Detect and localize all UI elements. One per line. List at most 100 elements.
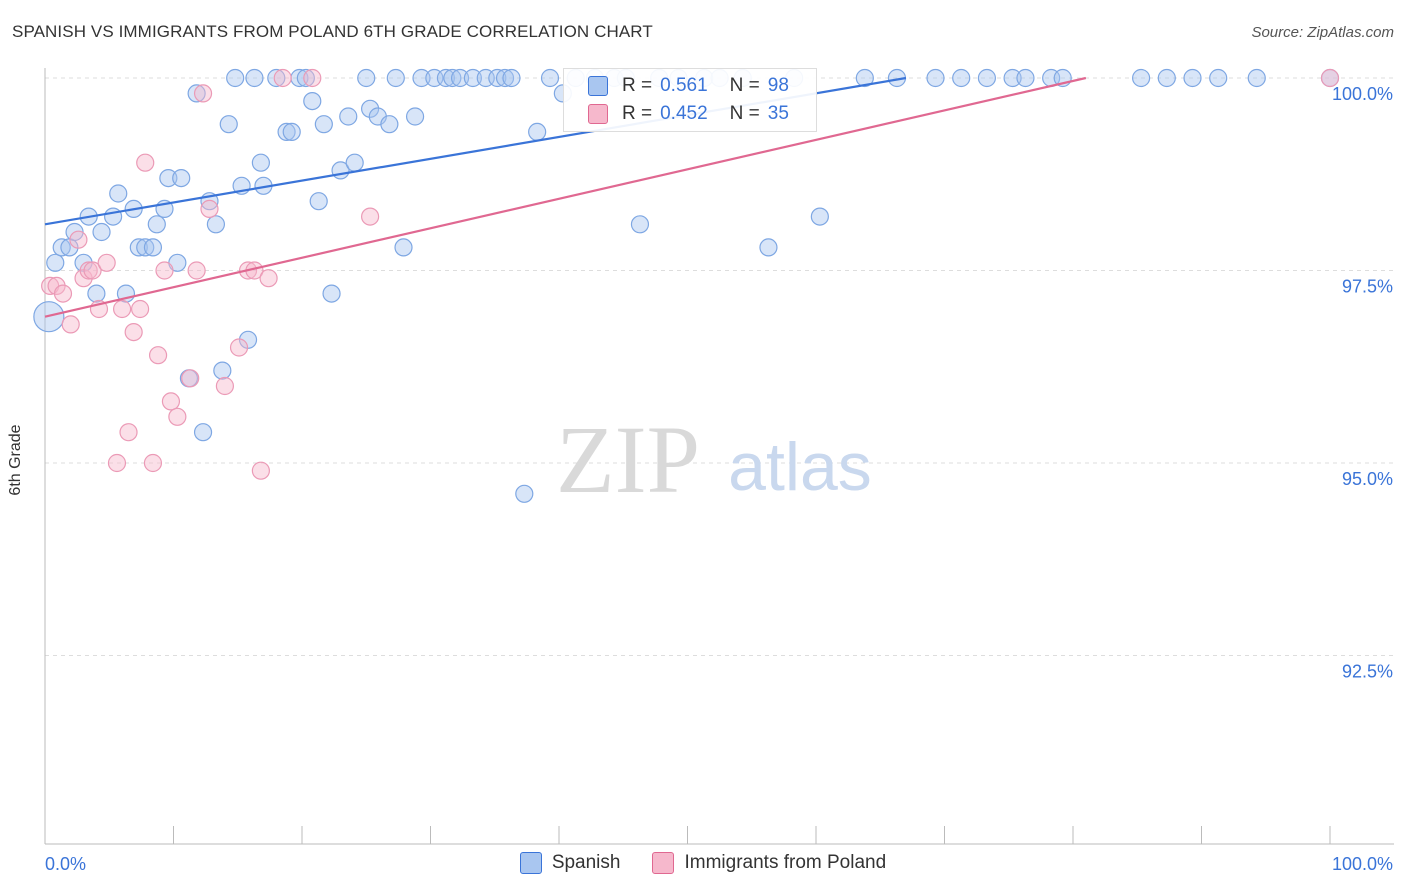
point-poland [215, 376, 234, 396]
point-spanish [159, 169, 178, 188]
r-label: R = [622, 75, 653, 96]
stats-row-poland: R = 0.452 N = 35 [588, 103, 789, 125]
legend-label-spanish: Spanish [551, 852, 621, 873]
y-tick-label: 95.0% [1342, 469, 1393, 489]
point-poland [273, 68, 292, 88]
point-poland [130, 299, 150, 319]
point-spanish [309, 192, 328, 211]
point-spanish [502, 68, 521, 88]
swatch-poland [588, 104, 608, 124]
point-poland [112, 299, 132, 319]
point-spanish [219, 115, 238, 134]
point-poland [161, 392, 181, 411]
point-spanish [810, 207, 829, 226]
point-spanish [1003, 68, 1022, 88]
point-poland [193, 84, 213, 103]
point-spanish [277, 122, 296, 141]
point-poland [143, 453, 163, 473]
r-value: 0.452 [660, 103, 708, 124]
x-tick-label-min: 0.0% [45, 854, 86, 874]
point-poland [361, 207, 380, 226]
point-spanish [1016, 68, 1035, 88]
point-spanish [405, 107, 425, 126]
point-spanish [245, 68, 264, 88]
point-spanish [855, 68, 874, 88]
point-spanish [129, 238, 148, 257]
point-spanish [314, 115, 333, 134]
point-spanish [213, 361, 232, 380]
point-spanish [92, 222, 111, 242]
point-spanish [361, 99, 380, 118]
watermark: ZIP atlas [556, 406, 872, 513]
point-spanish [495, 68, 515, 88]
point-spanish [46, 253, 65, 272]
legend-item-poland[interactable]: Immigrants from Poland [652, 852, 886, 874]
point-spanish [1157, 68, 1176, 88]
point-spanish [147, 215, 166, 234]
point-poland [136, 153, 155, 172]
n-label: N = [729, 75, 760, 96]
point-spanish [630, 215, 650, 234]
point-spanish [977, 68, 997, 88]
point-poland [107, 453, 127, 473]
point-spanish [339, 107, 358, 126]
legend-swatch-poland [652, 852, 675, 874]
point-spanish [443, 68, 462, 88]
chart-source: Source: ZipAtlas.com [1251, 24, 1394, 41]
point-poland [200, 199, 219, 218]
swatch-spanish [588, 76, 608, 96]
r-label: R = [622, 103, 653, 124]
stats-row-spanish: R = 0.561 N = 98 [588, 75, 789, 97]
point-spanish [488, 68, 507, 88]
n-label: N = [729, 103, 760, 124]
stats-legend: R = 0.561 N = 98 R = 0.452 N = 35 [563, 68, 817, 132]
point-poland [168, 407, 187, 426]
y-tick-label: 100.0% [1332, 84, 1393, 104]
point-spanish [345, 153, 364, 172]
point-poland [303, 68, 322, 88]
point-poland [83, 261, 102, 280]
y-tick-label: 92.5% [1342, 662, 1393, 682]
point-spanish [380, 115, 399, 134]
point-poland [155, 261, 174, 280]
r-value: 0.561 [660, 75, 708, 96]
point-spanish [87, 284, 106, 303]
point-spanish [515, 484, 534, 503]
n-value: 98 [767, 75, 789, 96]
point-spanish [1132, 68, 1151, 88]
point-spanish [303, 91, 322, 111]
point-poland [61, 315, 80, 334]
point-spanish [436, 68, 456, 88]
watermark-atlas: atlas [728, 429, 872, 505]
point-spanish [187, 84, 206, 103]
y-tick-label: 97.5% [1342, 277, 1393, 297]
point-spanish [1247, 68, 1266, 88]
point-poland [259, 269, 278, 288]
point-poland [187, 261, 206, 280]
point-spanish [463, 68, 483, 88]
n-value: 35 [767, 103, 789, 124]
legend-label-poland: Immigrants from Poland [684, 852, 887, 873]
point-spanish [528, 122, 547, 141]
point-spanish [136, 238, 155, 257]
point-spanish [226, 68, 245, 88]
point-spanish [206, 215, 226, 234]
point-poland [251, 461, 270, 480]
chart-title: SPANISH VS IMMIGRANTS FROM POLAND 6TH GR… [12, 22, 653, 41]
axes [44, 68, 1394, 845]
point-spanish [394, 238, 413, 257]
point-spanish [172, 169, 191, 188]
point-spanish [143, 238, 163, 257]
series-legend: Spanish Immigrants from Poland [0, 852, 1406, 874]
x-tick-label-max: 100.0% [1332, 854, 1393, 874]
point-spanish [267, 68, 286, 88]
point-poland [148, 346, 168, 365]
tick-labels: 92.5% 95.0% 97.5% 100.0% 0.0% 100.0% [45, 84, 1393, 874]
point-spanish [540, 68, 560, 88]
point-spanish [926, 68, 945, 88]
point-poland [79, 261, 98, 280]
point-poland [229, 338, 249, 357]
trend-line-poland [44, 76, 1087, 318]
point-poland [69, 230, 88, 249]
legend-item-spanish[interactable]: Spanish [519, 852, 621, 874]
